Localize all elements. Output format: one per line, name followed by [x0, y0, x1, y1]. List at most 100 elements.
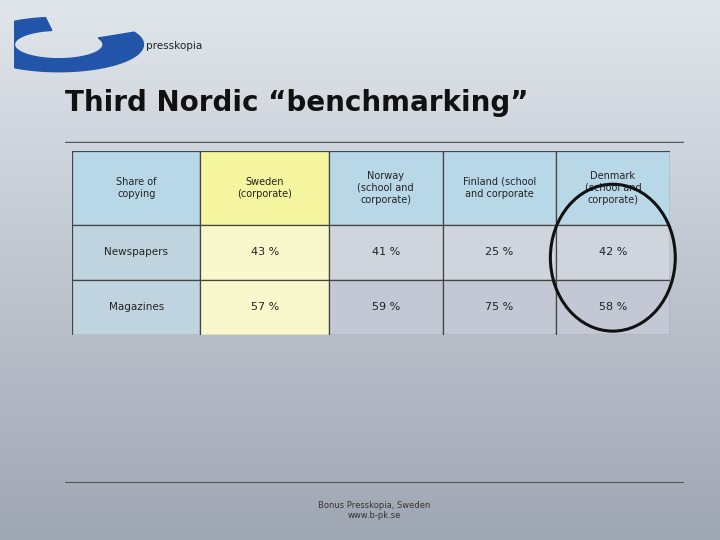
Bar: [0, 108, 720, 110]
Bar: [0, 279, 720, 281]
Bar: [0, 201, 720, 204]
Bar: [0, 312, 720, 313]
Bar: [0, 466, 720, 468]
Bar: [0, 493, 720, 495]
Text: Magazines: Magazines: [109, 302, 164, 312]
Bar: [0, 421, 720, 423]
Bar: [0, 362, 720, 363]
Bar: [0, 27, 720, 29]
Bar: [0, 490, 720, 491]
Bar: [0, 520, 720, 522]
Bar: [0, 236, 720, 238]
Bar: [0, 23, 720, 25]
Bar: [0, 81, 720, 83]
Bar: [0, 227, 720, 228]
Bar: [0, 396, 720, 398]
Bar: [329, 225, 443, 280]
Bar: [0, 248, 720, 250]
Bar: [0, 525, 720, 528]
Bar: [0, 231, 720, 232]
Bar: [0, 43, 720, 45]
Bar: [0, 169, 720, 171]
Bar: [0, 5, 720, 7]
Bar: [0, 428, 720, 430]
Bar: [0, 497, 720, 498]
Bar: [0, 455, 720, 457]
Text: 42 %: 42 %: [598, 247, 627, 257]
Text: Finland (school
and corporate: Finland (school and corporate: [463, 177, 536, 199]
Text: 58 %: 58 %: [599, 302, 627, 312]
Polygon shape: [0, 18, 143, 72]
Bar: [0, 209, 720, 211]
Bar: [0, 471, 720, 474]
Bar: [0, 515, 720, 517]
Bar: [0, 258, 720, 259]
Bar: [0, 180, 720, 182]
Bar: [0, 430, 720, 432]
Bar: [0, 414, 720, 416]
Bar: [0, 212, 720, 214]
Bar: [0, 171, 720, 173]
Bar: [0, 353, 720, 355]
Bar: [0, 162, 720, 164]
Bar: [0, 193, 720, 194]
Bar: [0, 468, 720, 470]
Bar: [0, 425, 720, 427]
Bar: [0, 126, 720, 128]
Bar: [0, 228, 720, 231]
Bar: [0, 185, 720, 187]
Bar: [0, 448, 720, 450]
Bar: [0, 150, 720, 151]
Bar: [0, 509, 720, 511]
Text: bonus presskopia: bonus presskopia: [111, 42, 202, 51]
Text: 59 %: 59 %: [372, 302, 400, 312]
Bar: [0, 285, 720, 286]
Bar: [0, 518, 720, 520]
Text: 41 %: 41 %: [372, 247, 400, 257]
Text: Bonus Presskopia, Sweden
www.b-pk.se: Bonus Presskopia, Sweden www.b-pk.se: [318, 501, 431, 520]
Bar: [0, 409, 720, 410]
Bar: [0, 120, 720, 123]
Bar: [0, 506, 720, 508]
Bar: [0, 124, 720, 126]
Bar: [0, 39, 720, 42]
Bar: [0, 32, 720, 34]
Bar: [72, 280, 200, 335]
Bar: [0, 313, 720, 315]
Bar: [0, 299, 720, 301]
Bar: [0, 502, 720, 504]
Bar: [0, 535, 720, 536]
Bar: [0, 254, 720, 255]
Bar: [0, 214, 720, 216]
Bar: [0, 295, 720, 297]
Bar: [0, 324, 720, 326]
Bar: [0, 250, 720, 252]
Bar: [0, 333, 720, 335]
Bar: [0, 241, 720, 243]
Bar: [0, 147, 720, 150]
Bar: [0, 498, 720, 501]
Bar: [0, 36, 720, 38]
Bar: [0, 252, 720, 254]
Text: Denmark
(school and
corporate): Denmark (school and corporate): [585, 171, 641, 205]
Bar: [0, 383, 720, 385]
Bar: [0, 69, 720, 70]
Bar: [0, 486, 720, 488]
Text: Norway
(school and
corporate): Norway (school and corporate): [357, 171, 414, 205]
Bar: [329, 280, 443, 335]
Bar: [0, 245, 720, 247]
Bar: [0, 173, 720, 174]
Bar: [0, 90, 720, 92]
Bar: [0, 221, 720, 223]
Bar: [0, 528, 720, 529]
Bar: [0, 517, 720, 518]
Bar: [0, 133, 720, 135]
Bar: [0, 259, 720, 261]
Bar: [0, 450, 720, 452]
Bar: [0, 232, 720, 234]
Bar: [0, 382, 720, 383]
Bar: [0, 106, 720, 108]
Bar: [0, 220, 720, 221]
Bar: [0, 205, 720, 207]
Bar: [0, 475, 720, 477]
